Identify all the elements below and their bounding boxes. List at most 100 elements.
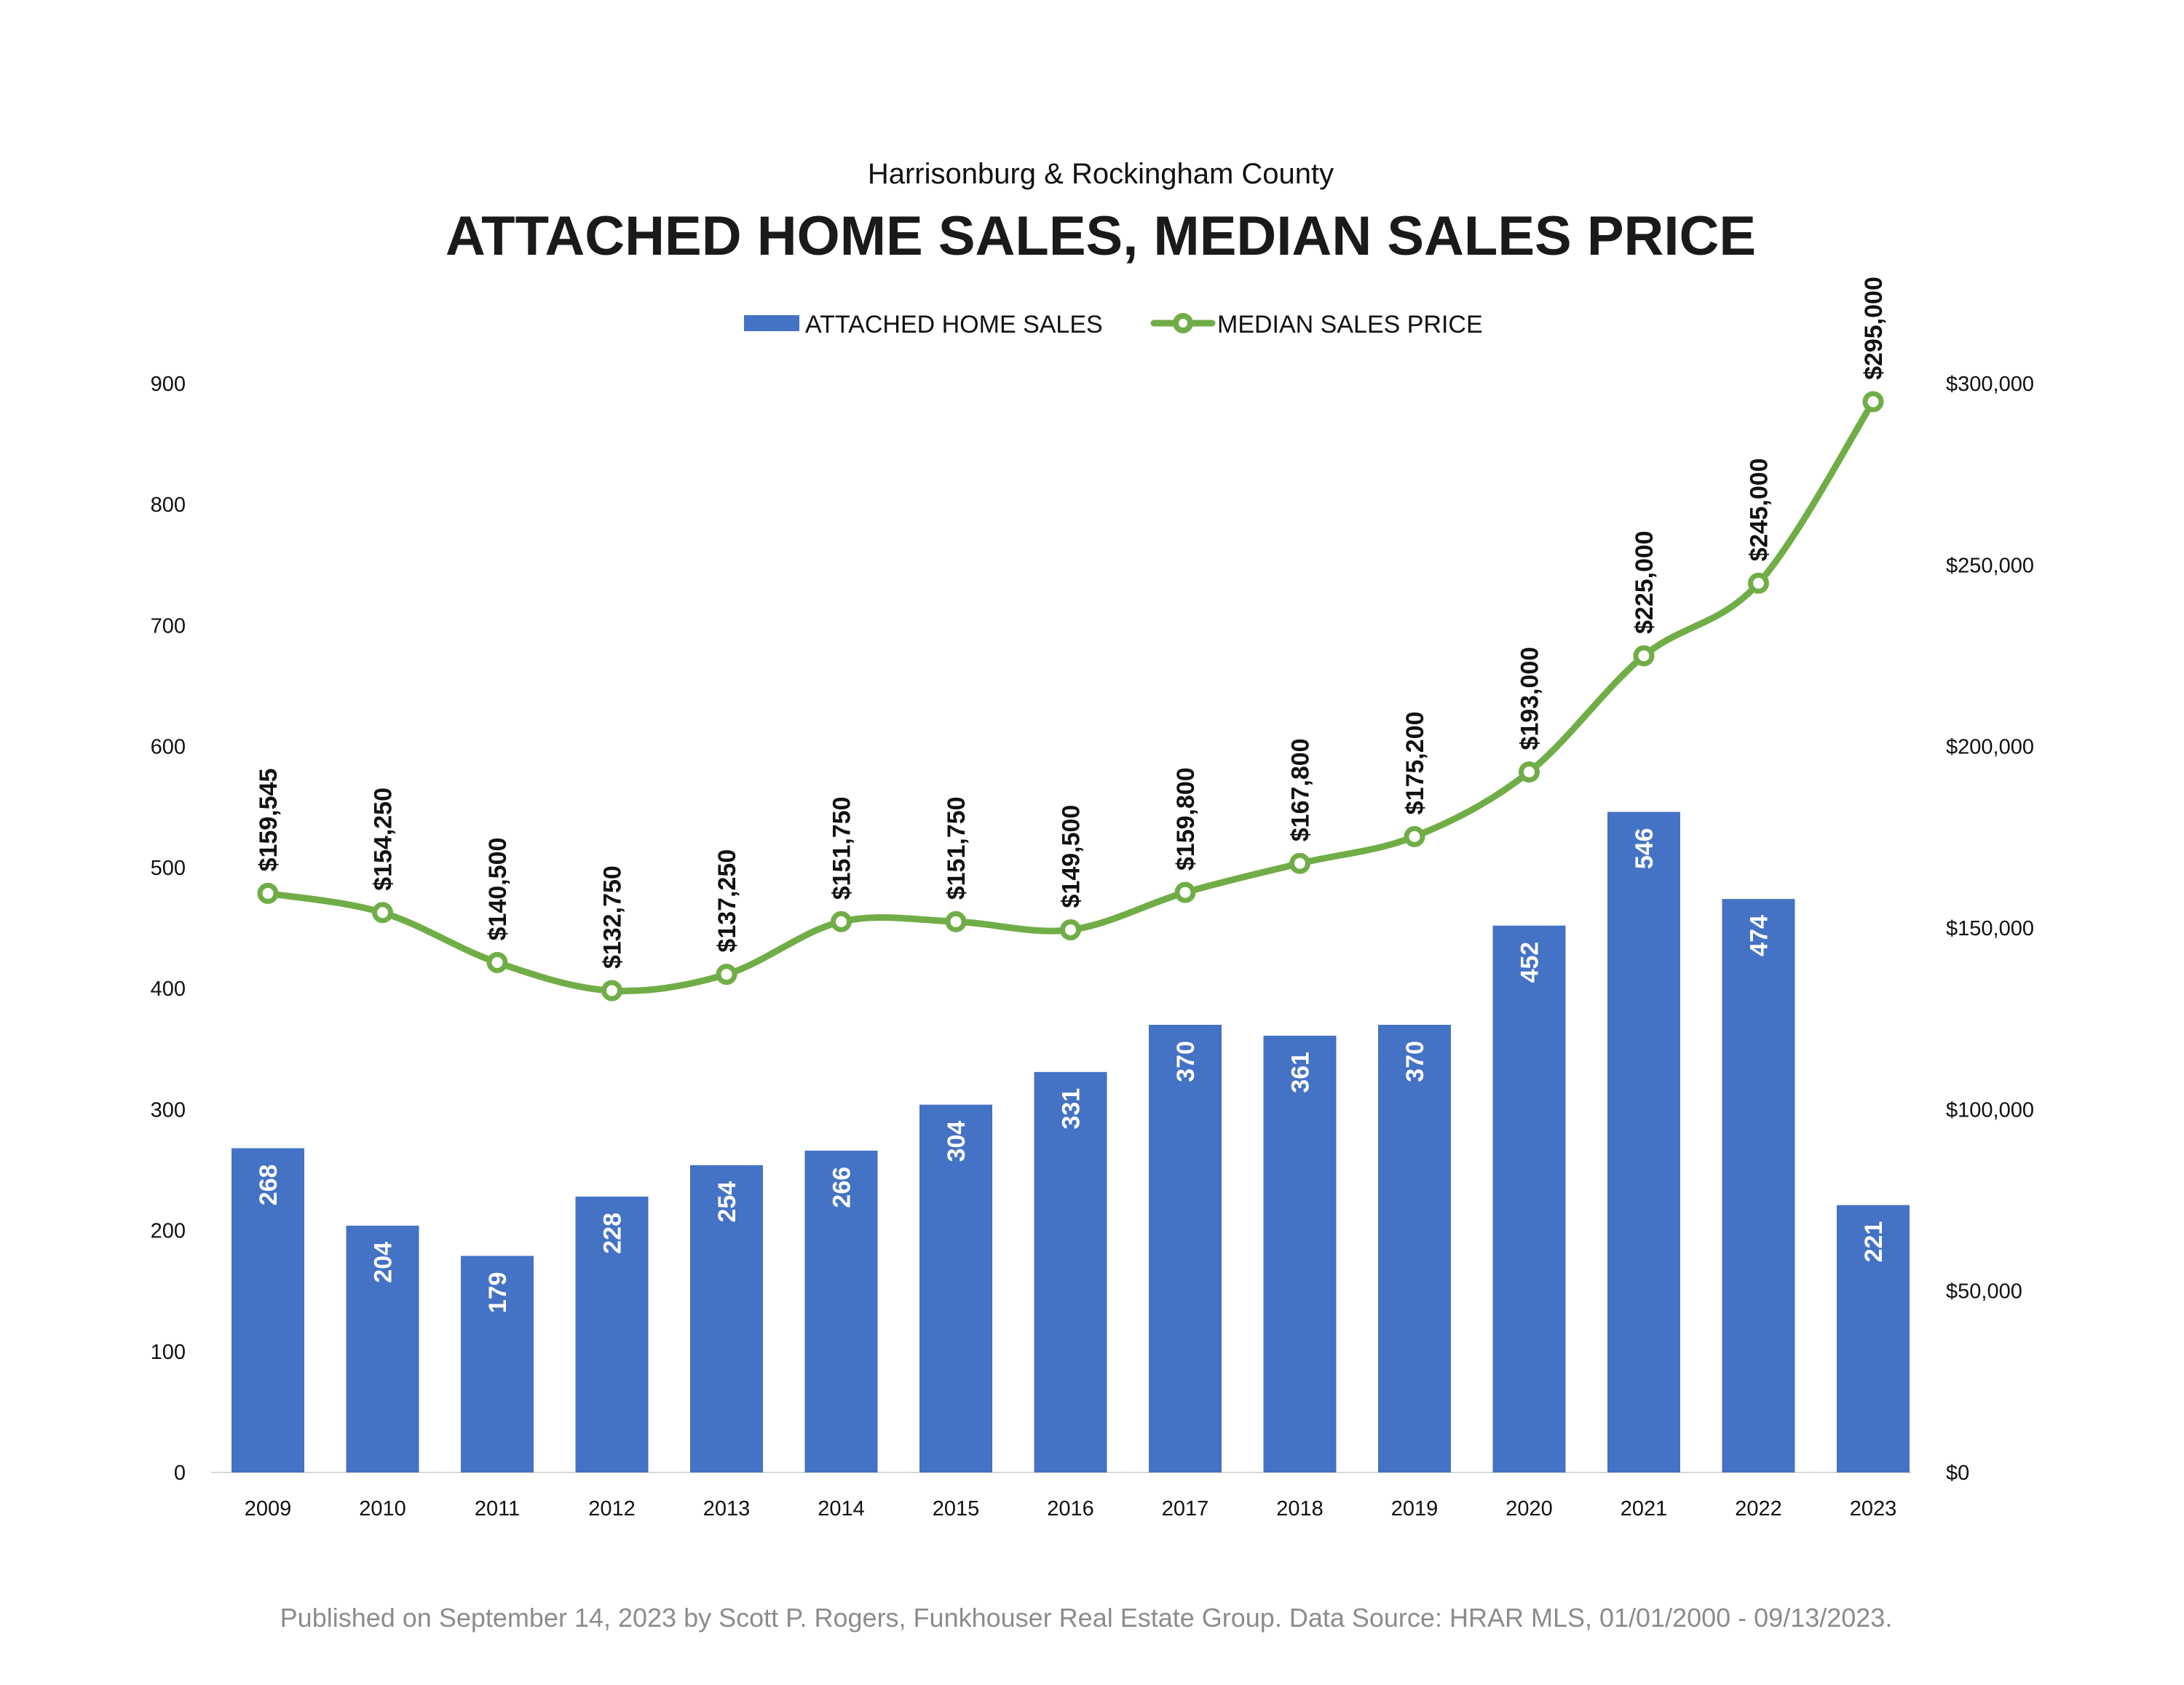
- line-point: [372, 902, 393, 924]
- bar-value-label: 204: [370, 1242, 397, 1283]
- right-axis-tick: $150,000: [1946, 917, 2034, 940]
- left-axis-tick: 500: [151, 857, 186, 880]
- bar-value-label: 361: [1287, 1052, 1315, 1093]
- bar-value-label: 268: [255, 1165, 282, 1206]
- line-point: [1060, 919, 1081, 940]
- line-point: [1748, 572, 1769, 594]
- bar-value-label: 228: [599, 1213, 627, 1254]
- legend: ATTACHED HOME SALES MEDIAN SALES PRICE: [744, 311, 1483, 338]
- left-axis-tick: 600: [151, 736, 186, 759]
- bar-value-label: 221: [1860, 1221, 1888, 1263]
- price-value-label: $151,750: [943, 796, 970, 900]
- bar-value-label: 546: [1631, 828, 1658, 869]
- bar-value-label: 266: [828, 1167, 856, 1208]
- x-axis-tick: 2019: [1391, 1497, 1439, 1521]
- right-axis-tick: $100,000: [1946, 1098, 2034, 1122]
- legend-line-label: MEDIAN SALES PRICE: [1217, 311, 1483, 338]
- x-axis-tick: 2016: [1047, 1497, 1094, 1521]
- line-point: [601, 980, 622, 1002]
- x-axis-tick: 2018: [1276, 1497, 1324, 1521]
- bar-series: 268 204 179 228 254 266 304 331 370 361 370 452 546 4…: [232, 812, 1910, 1472]
- price-value-label: $295,000: [1860, 277, 1888, 380]
- legend-bar-swatch: [744, 315, 799, 331]
- left-axis: 0 100 200 300 400 500 600 700 800 900: [151, 373, 186, 1485]
- left-axis-tick: 700: [151, 614, 186, 638]
- left-axis-tick: 400: [151, 978, 186, 1001]
- price-value-label: $137,250: [713, 849, 741, 953]
- bar: [346, 1225, 419, 1472]
- x-axis-tick: 2014: [818, 1497, 865, 1521]
- price-value-label: $175,200: [1401, 712, 1429, 815]
- bar-value-label: 474: [1746, 915, 1773, 956]
- line-point: [1519, 761, 1540, 783]
- right-axis: $0 $50,000 $100,000 $150,000 $200,000 $250,00…: [1946, 373, 2034, 1485]
- bar: [804, 1150, 878, 1472]
- right-axis-tick: $200,000: [1946, 736, 2034, 759]
- line-point: [716, 964, 737, 986]
- price-value-label: $159,800: [1172, 767, 1200, 871]
- price-value-label: $193,000: [1516, 647, 1544, 750]
- x-axis-tick: 2023: [1850, 1497, 1897, 1521]
- x-axis-tick: 2021: [1621, 1497, 1668, 1521]
- right-axis-tick: $0: [1946, 1462, 1969, 1485]
- line-point: [1862, 391, 1884, 413]
- bar: [1378, 1024, 1451, 1472]
- line-point: [831, 911, 852, 932]
- bar-value-label: 370: [1401, 1041, 1429, 1082]
- bar: [232, 1148, 304, 1472]
- line-point: [1174, 881, 1196, 903]
- x-axis-tick: 2017: [1162, 1497, 1209, 1521]
- price-value-label: $154,250: [370, 788, 397, 891]
- left-axis-tick: 0: [174, 1462, 186, 1485]
- line-series: $159,545 $154,250 $140,500 $132,750 $137,250…: [255, 277, 1888, 1002]
- bar: [461, 1256, 534, 1472]
- bar: [575, 1197, 649, 1472]
- price-value-label: $132,750: [599, 865, 627, 969]
- x-axis-tick: 2020: [1506, 1497, 1553, 1521]
- bar: [690, 1165, 763, 1472]
- legend-bar-label: ATTACHED HOME SALES: [805, 311, 1103, 338]
- line-point: [1633, 645, 1655, 667]
- x-axis-tick: 2013: [703, 1497, 751, 1521]
- bar: [1492, 925, 1566, 1472]
- line-point: [1289, 852, 1310, 874]
- line-point: [486, 951, 508, 973]
- bar: [1263, 1035, 1337, 1472]
- chart-title: ATTACHED HOME SALES, MEDIAN SALES PRICE: [446, 205, 1756, 267]
- bar-value-label: 452: [1516, 942, 1544, 983]
- bar-value-label: 370: [1172, 1041, 1200, 1082]
- line-point: [945, 911, 967, 932]
- bar: [1722, 899, 1795, 1472]
- bar: [919, 1104, 992, 1472]
- x-axis-tick: 2015: [933, 1497, 980, 1521]
- price-value-label: $151,750: [828, 796, 856, 900]
- bar: [1607, 812, 1680, 1472]
- bar-value-label: 331: [1058, 1088, 1085, 1130]
- price-value-label: $140,500: [484, 838, 512, 941]
- price-value-label: $167,800: [1287, 738, 1315, 841]
- right-axis-tick: $300,000: [1946, 373, 2034, 396]
- bar-value-label: 179: [484, 1272, 512, 1313]
- line-point: [257, 882, 279, 904]
- legend-line-marker: [1173, 313, 1193, 333]
- footer-source: Published on September 14, 2023 by Scott…: [280, 1603, 1893, 1633]
- chart-subtitle: Harrisonburg & Rockingham County: [868, 158, 1334, 190]
- x-axis-tick: 2012: [588, 1497, 636, 1521]
- price-value-label: $149,500: [1058, 805, 1085, 908]
- bar-value-label: 254: [713, 1181, 741, 1223]
- x-axis-tick: 2009: [245, 1497, 292, 1521]
- bar-value-label: 304: [943, 1121, 970, 1162]
- left-axis-tick: 100: [151, 1341, 186, 1364]
- price-value-label: $245,000: [1746, 458, 1773, 561]
- left-axis-tick: 300: [151, 1098, 186, 1122]
- left-axis-tick: 800: [151, 493, 186, 517]
- right-axis-tick: $250,000: [1946, 554, 2034, 577]
- x-axis-tick: 2010: [359, 1497, 406, 1521]
- bar: [1149, 1024, 1222, 1472]
- bar: [1034, 1071, 1107, 1472]
- price-value-label: $159,545: [255, 769, 282, 872]
- left-axis-tick: 900: [151, 373, 186, 396]
- left-axis-tick: 200: [151, 1220, 186, 1243]
- x-axis-tick: 2011: [475, 1497, 520, 1521]
